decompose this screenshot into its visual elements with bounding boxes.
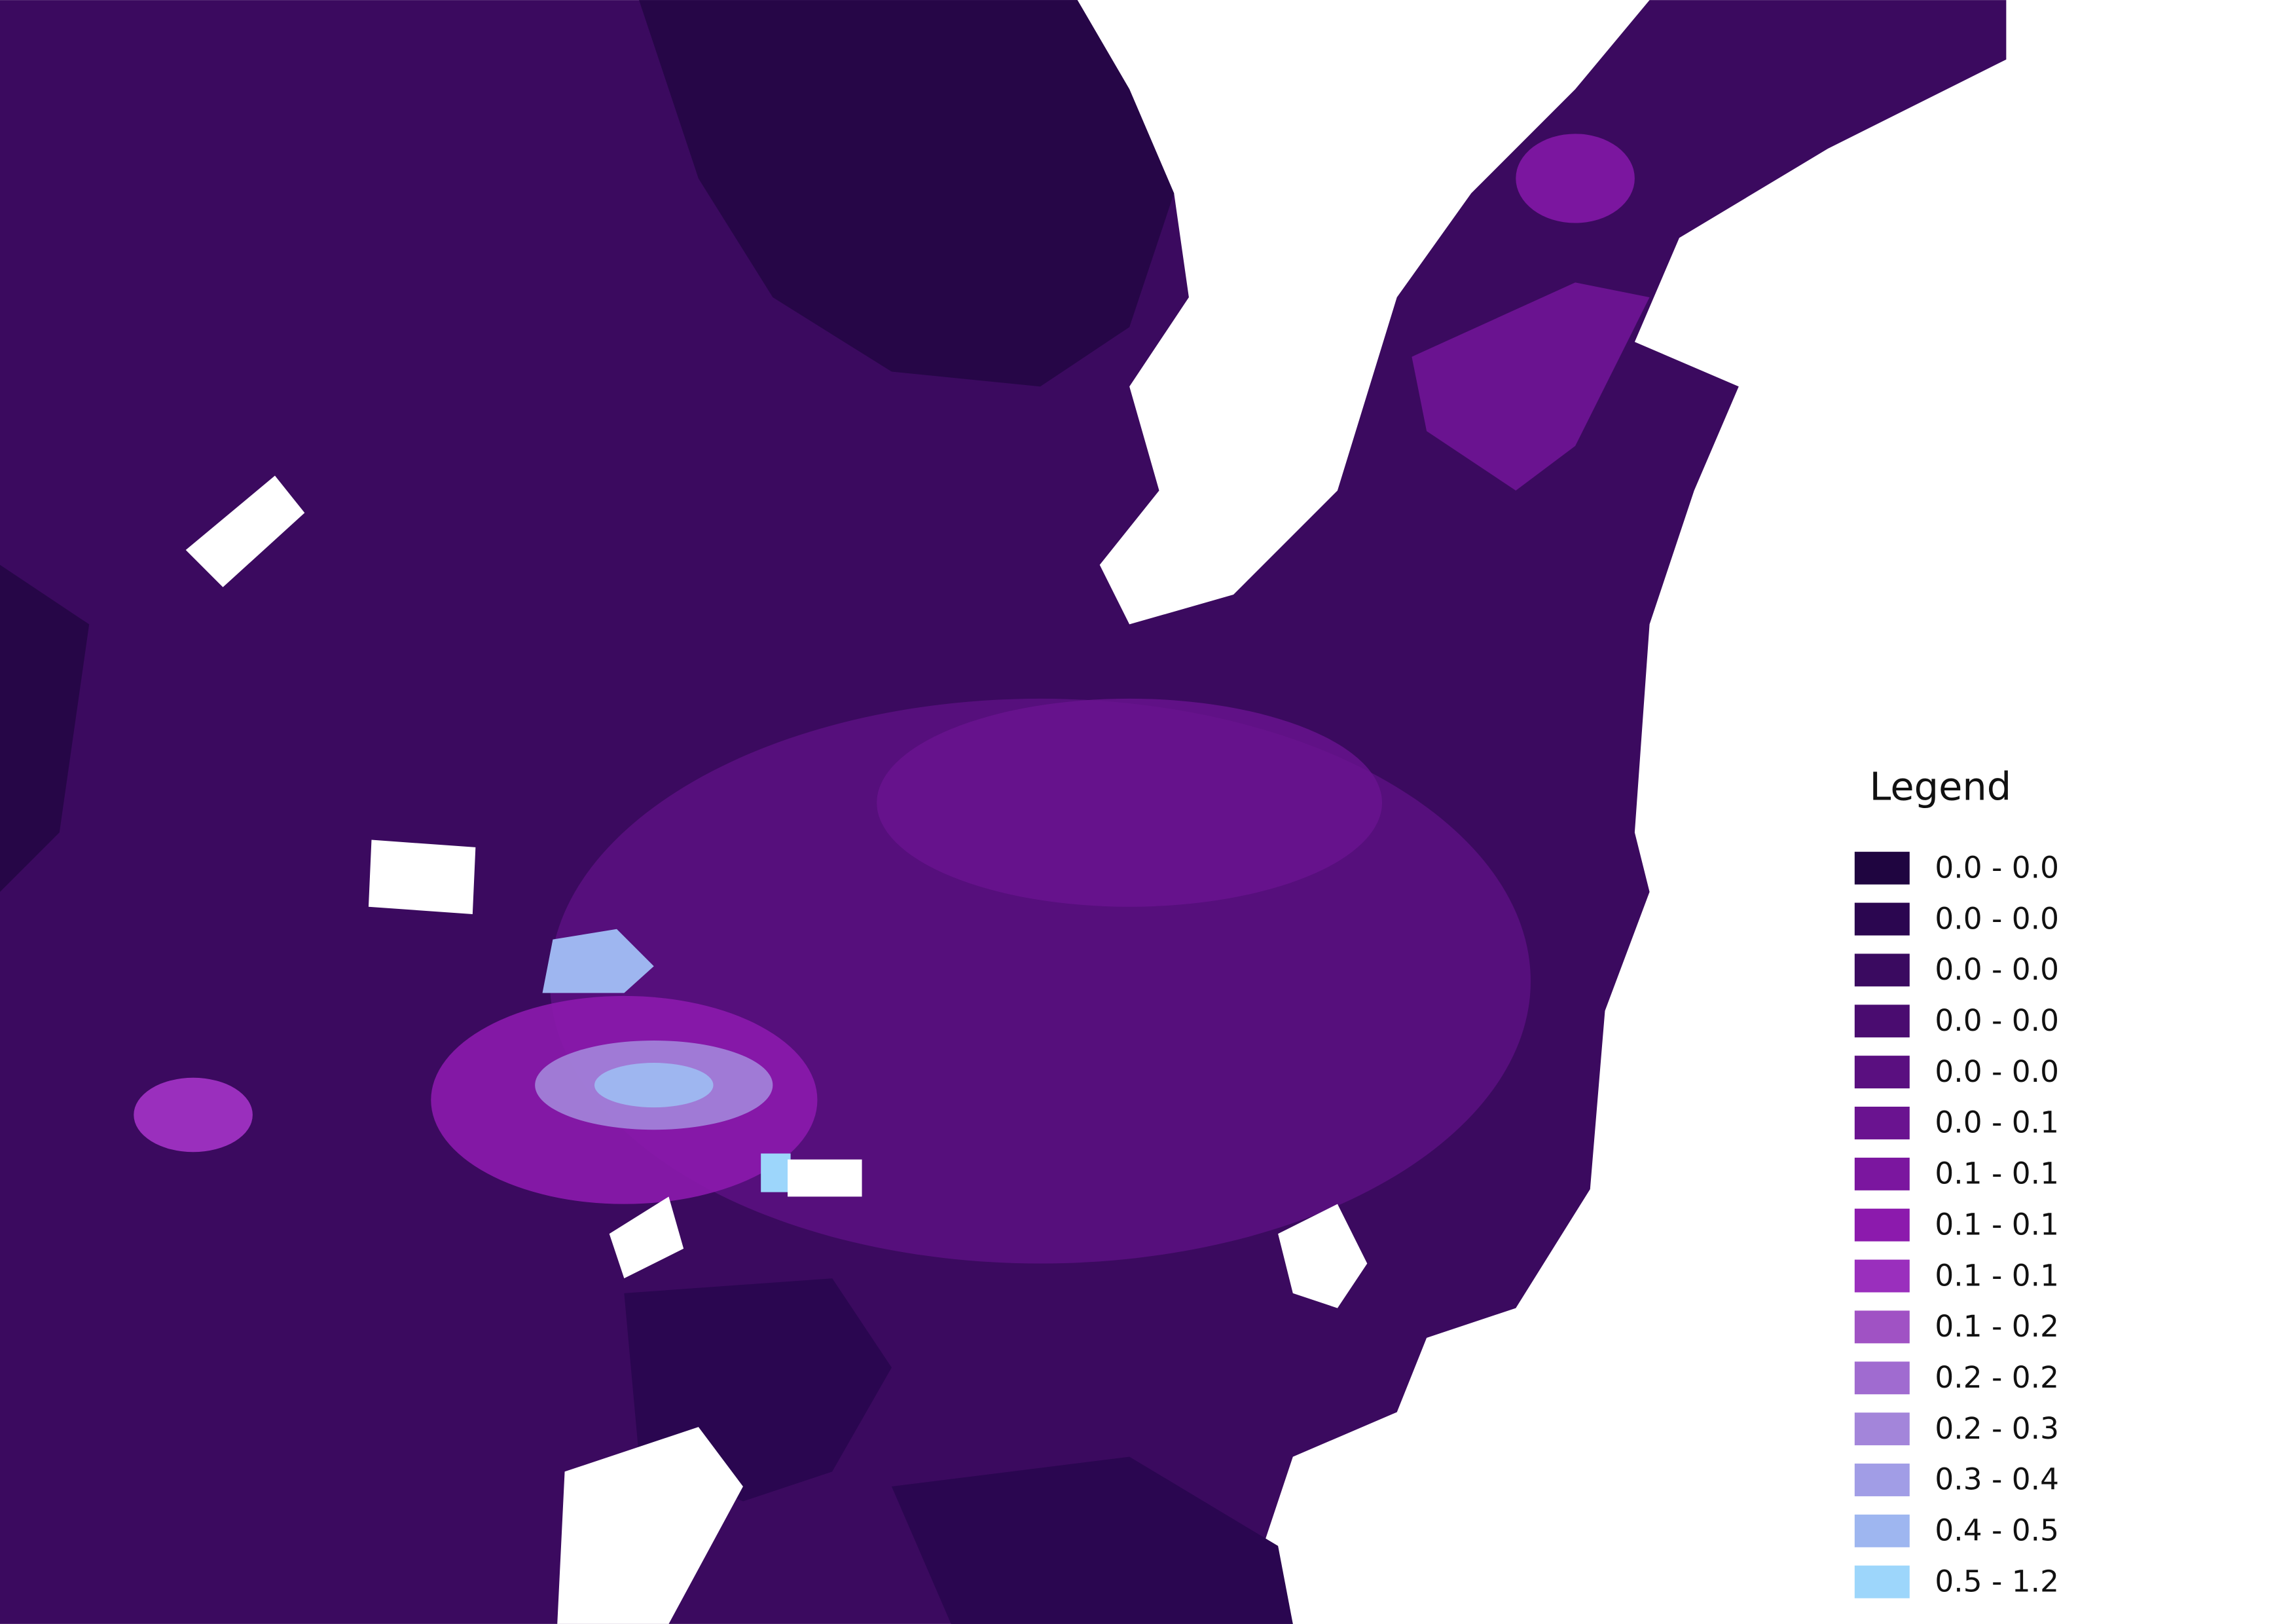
legend: Legend 0.0 - 0.0 0.0 - 0.0 0.0 - 0.0 0.0 - … xyxy=(1854,764,2059,1598)
urban-area xyxy=(877,698,1383,907)
legend-label: 0.2 - 0.3 xyxy=(1935,1411,2059,1446)
dark-region xyxy=(639,0,1175,387)
legend-swatch xyxy=(1854,1464,1910,1496)
map xyxy=(0,0,2007,1624)
legend-label: 0.0 - 0.0 xyxy=(1935,1054,2059,1089)
legend-swatch xyxy=(1854,953,1910,987)
urban-area xyxy=(761,1153,791,1192)
dark-region xyxy=(891,1456,1293,1624)
legend-label: 0.1 - 0.2 xyxy=(1935,1309,2059,1344)
water xyxy=(185,475,305,587)
legend-label: 0.0 - 0.0 xyxy=(1935,901,2059,936)
legend-swatch xyxy=(1854,1412,1910,1446)
water xyxy=(368,840,476,915)
legend-label: 0.1 - 0.1 xyxy=(1935,1156,2059,1191)
legend-swatch xyxy=(1854,1310,1910,1344)
legend-title: Legend xyxy=(1870,764,2012,809)
legend-swatch xyxy=(1854,1259,1910,1293)
legend-label: 0.1 - 0.1 xyxy=(1935,1207,2059,1242)
urban-area xyxy=(1516,134,1635,223)
legend-swatch xyxy=(1854,1208,1910,1242)
legend-label: 0.3 - 0.4 xyxy=(1935,1462,2059,1497)
urban-area xyxy=(594,1063,714,1108)
water xyxy=(1278,1204,1368,1308)
urban-area xyxy=(1412,282,1650,491)
legend-swatch xyxy=(1854,1107,1910,1139)
urban-area xyxy=(542,929,654,993)
legend-label: 0.1 - 0.1 xyxy=(1935,1258,2059,1293)
legend-label: 0.4 - 0.5 xyxy=(1935,1513,2059,1548)
legend-swatch xyxy=(1854,1005,1910,1038)
water xyxy=(609,1196,684,1279)
legend-label: 0.5 - 1.2 xyxy=(1935,1564,2059,1598)
legend-swatch xyxy=(1854,1565,1910,1598)
legend-swatch xyxy=(1854,902,1910,936)
legend-label: 0.0 - 0.0 xyxy=(1935,1003,2059,1038)
legend-swatch xyxy=(1854,1056,1910,1089)
urban-area xyxy=(134,1077,253,1153)
legend-swatch xyxy=(1854,851,1910,885)
water xyxy=(788,1159,862,1197)
legend-label: 0.0 - 0.0 xyxy=(1935,850,2059,885)
legend-label: 0.0 - 0.0 xyxy=(1935,952,2059,987)
water xyxy=(557,1427,743,1624)
legend-label: 0.0 - 0.1 xyxy=(1935,1105,2059,1140)
legend-label: 0.2 - 0.2 xyxy=(1935,1360,2059,1395)
legend-swatch xyxy=(1854,1514,1910,1547)
dark-region xyxy=(0,564,90,893)
legend-swatch xyxy=(1854,1361,1910,1395)
legend-swatch xyxy=(1854,1157,1910,1190)
